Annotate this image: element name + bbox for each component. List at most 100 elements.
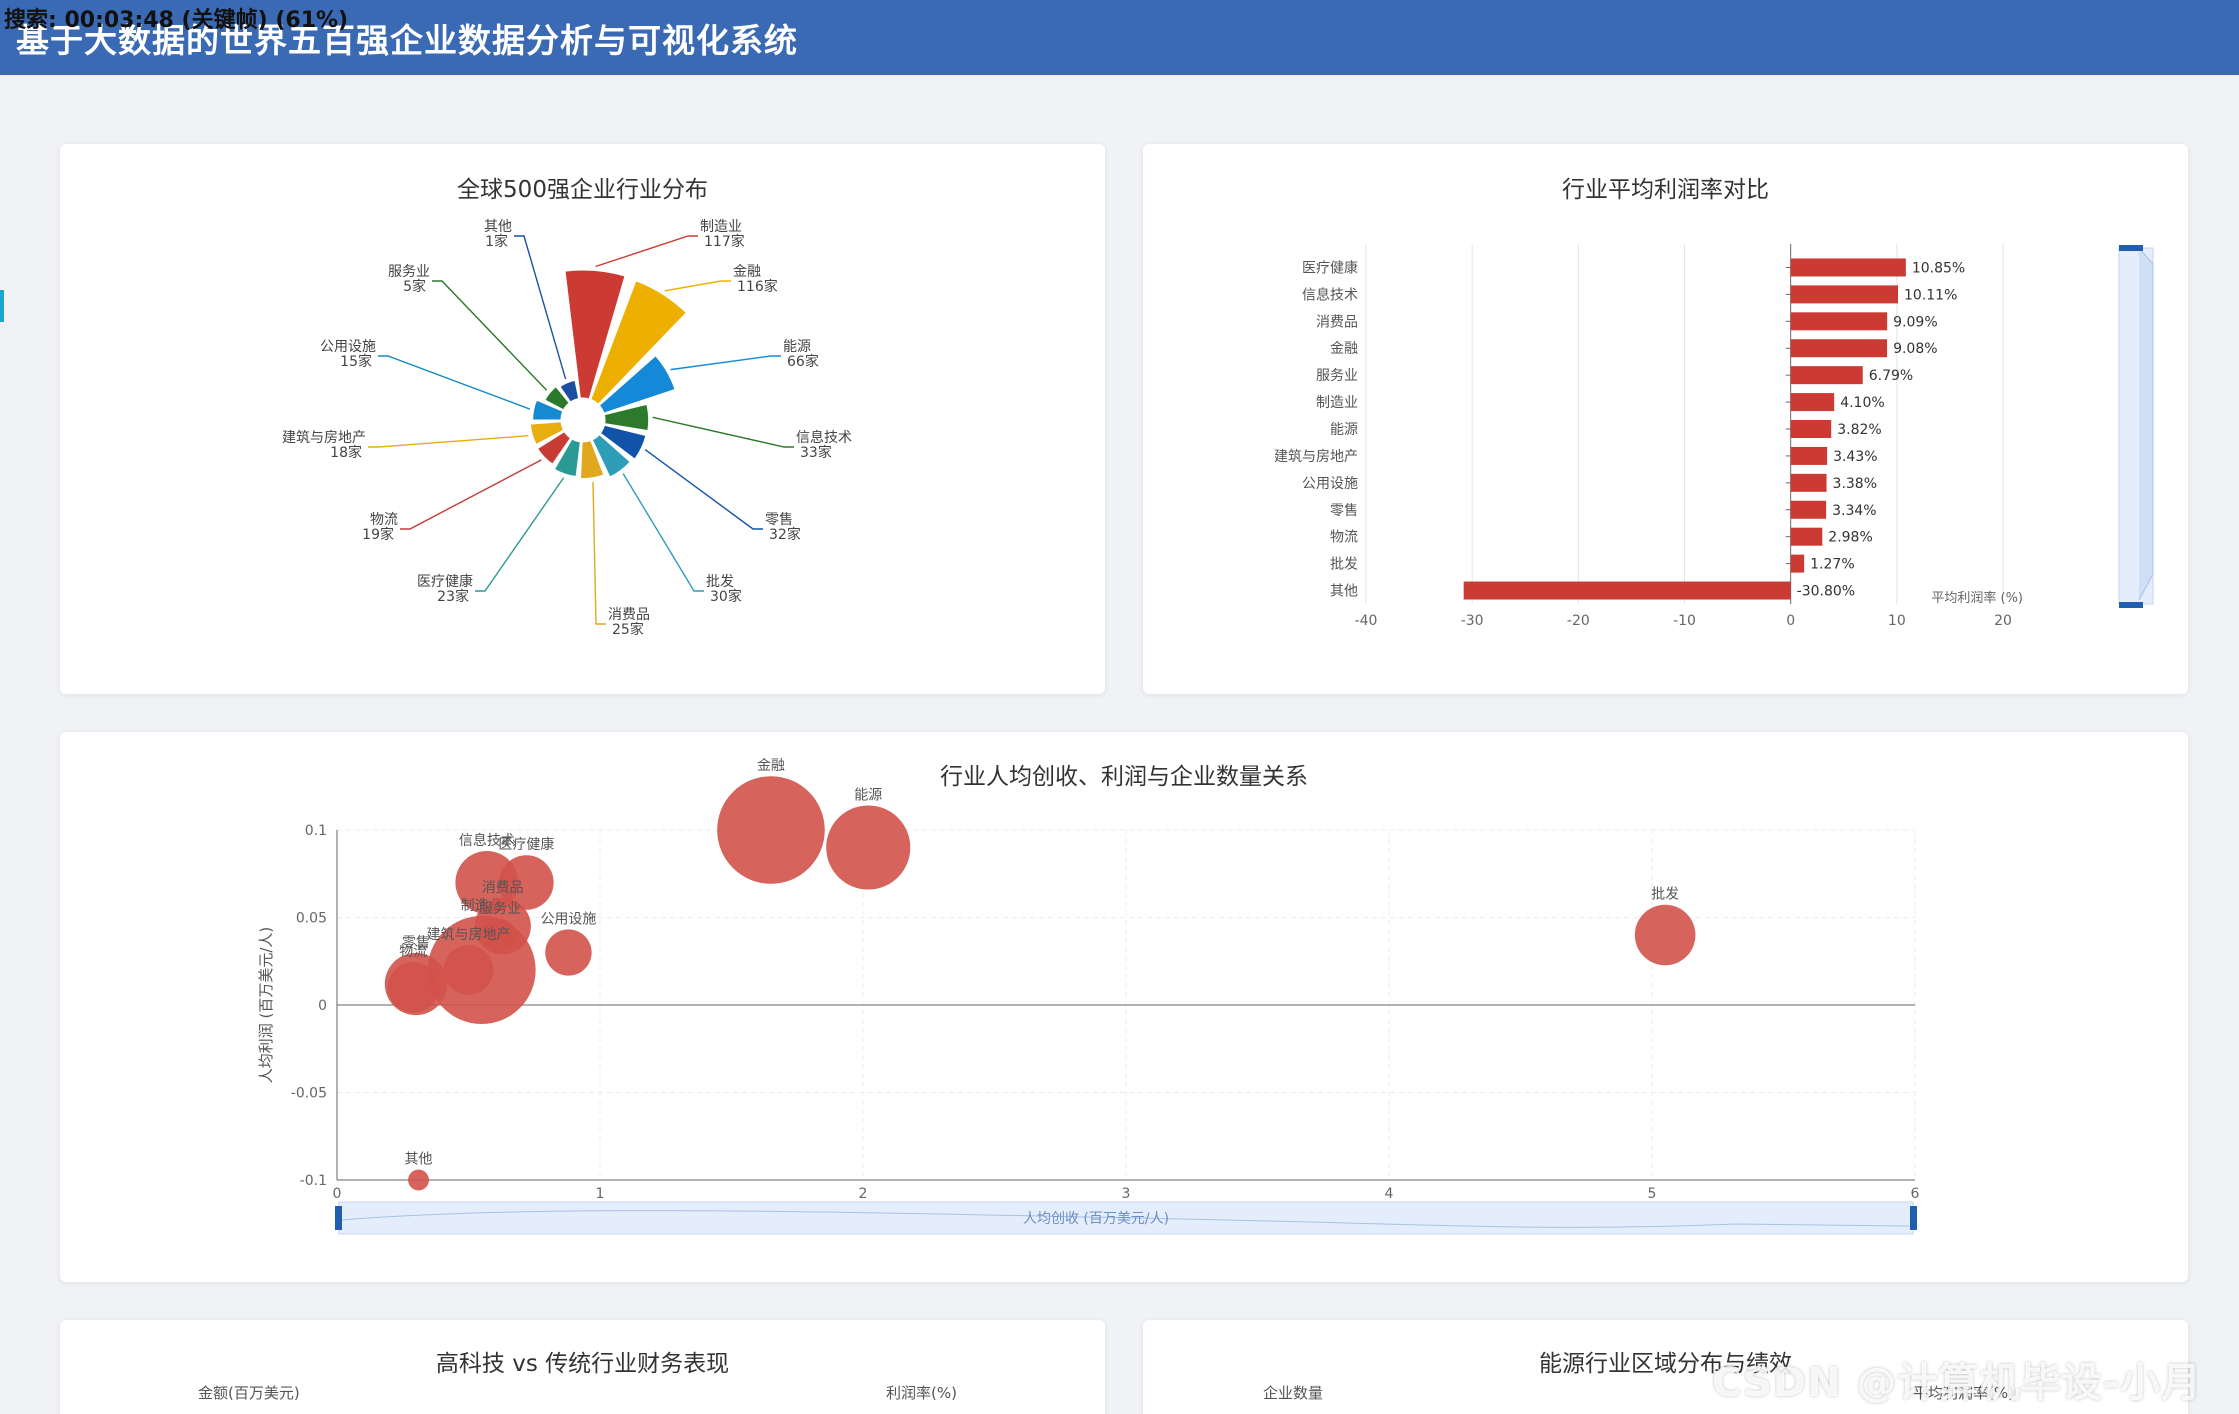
side-collapse-handle[interactable] (0, 290, 4, 322)
bar-服务业[interactable] (1790, 366, 1863, 385)
bubble-label: 批发 (1651, 887, 1679, 903)
rose-slice-服务业[interactable] (544, 386, 570, 411)
energy-right-axis-label: 平均利润率(%) (1913, 1384, 2014, 1402)
rose-leader-line (652, 416, 794, 448)
bar-zoom-handle-bottom[interactable] (2119, 602, 2143, 608)
bubble-label: 其他 (405, 1152, 433, 1168)
rose-label-name: 零售 (765, 512, 793, 528)
bubble-chart[interactable]: 0 1 2 3 4 5 6 0.1 0.05 0 -0.05 -0.1 人均利润 (百万美元/人) 金融能… (60, 732, 2188, 1282)
rose-slice-医疗健康[interactable] (553, 438, 581, 478)
bar-建筑与房地产[interactable] (1790, 446, 1828, 465)
rose-label-name: 批发 (706, 574, 734, 590)
bar-category-label: 物流 (1330, 530, 1358, 546)
bar-value-label: 3.82% (1837, 422, 1881, 438)
bubble-label: 建筑与房地产 (427, 927, 511, 943)
bar-物流[interactable] (1790, 527, 1823, 546)
rose-leader-line (368, 435, 529, 448)
rose-leader-line (514, 235, 567, 380)
bar-制造业[interactable] (1790, 393, 1835, 412)
bar-category-label: 消费品 (1316, 314, 1358, 330)
energy-chart-title: 能源行业区域分布与绩效 (1539, 1351, 1792, 1377)
bar-value-label: 9.08% (1893, 341, 1937, 357)
bubble-chart-card: 行业人均创收、利润与企业数量关系 0 1 2 3 4 5 6 0.1 0.05 0 -0.05 -0.… (60, 732, 2188, 1282)
bubble-x-tick: 5 (1648, 1186, 1657, 1202)
bar-zoom-handle-top[interactable] (2119, 245, 2143, 251)
bubble-能源[interactable] (826, 805, 911, 890)
rose-leader-line (644, 448, 763, 530)
rose-label-value: 1家 (485, 233, 508, 250)
rose-slice-批发[interactable] (591, 433, 631, 478)
bar-医疗健康[interactable] (1790, 258, 1906, 277)
bubble-公用设施[interactable] (545, 929, 592, 976)
bar-category-label: 公用设施 (1302, 476, 1358, 492)
rose-label-name: 物流 (370, 512, 398, 528)
rose-chart[interactable]: 制造业117家金融116家能源66家信息技术33家零售32家批发30家消费品25… (60, 144, 1105, 694)
bar-category-label: 批发 (1330, 557, 1358, 573)
page-title: 基于大数据的世界五百强企业数据分析与可视化系统 (16, 21, 798, 60)
rose-label-name: 建筑与房地产 (282, 430, 366, 446)
rose-slice-能源[interactable] (598, 355, 676, 414)
bar-金融[interactable] (1790, 339, 1888, 358)
bar-消费品[interactable] (1790, 312, 1888, 331)
bar-批发[interactable] (1790, 554, 1805, 573)
bubble-医疗健康[interactable] (499, 855, 554, 910)
bubble-zoom-curve (340, 1210, 1910, 1228)
bubble-y-tick: 0 (318, 998, 327, 1014)
rose-leader-line (592, 481, 606, 625)
rose-label-value: 32家 (769, 526, 801, 543)
bar-category-label: 建筑与房地产 (1274, 449, 1358, 465)
rose-label-name: 其他 (484, 219, 512, 235)
bar-其他[interactable] (1463, 581, 1791, 600)
bar-value-label: 2.98% (1828, 530, 1872, 546)
bar-x-tick: 10 (1888, 613, 1906, 629)
bar-value-label: 9.09% (1893, 314, 1937, 330)
bubble-x-tick: 1 (596, 1186, 605, 1202)
rose-slice-建筑与房地产[interactable] (529, 421, 565, 446)
rose-label-name: 能源 (783, 339, 811, 355)
rose-label-name: 金融 (733, 264, 761, 280)
rose-slice-物流[interactable] (536, 431, 572, 465)
rose-label-value: 23家 (437, 588, 469, 605)
rose-slice-零售[interactable] (599, 424, 647, 460)
rose-leader-line (400, 459, 542, 530)
bar-chart-title: 行业平均利润率对比 (1562, 177, 1769, 203)
rose-label-value: 15家 (340, 353, 372, 370)
bubble-x-tick: 2 (859, 1186, 868, 1202)
bubble-label: 信息技术 (459, 832, 515, 849)
bubble-建筑与房地产[interactable] (443, 945, 494, 995)
rose-slice-其他[interactable] (559, 379, 580, 403)
bar-value-label: -30.80% (1797, 584, 1855, 600)
rose-slice-金融[interactable] (590, 280, 688, 405)
bar-公用设施[interactable] (1790, 473, 1827, 492)
energy-region-card: 能源行业区域分布与绩效 企业数量 平均利润率(%) (1143, 1320, 2188, 1414)
rose-slice-信息技术[interactable] (603, 403, 650, 432)
rose-slice-消费品[interactable] (580, 439, 605, 480)
profit-margin-card: 行业平均利润率对比 -40 -30 -20 -10 0 10 20 医疗健康 10.85% 信息技… (1143, 144, 2188, 694)
bubble-金融[interactable] (717, 776, 825, 884)
bar-x-tick: 0 (1786, 613, 1795, 629)
watermark: CSDN @计算机毕设-小月哥 (1712, 1360, 2203, 1406)
bubble-其他[interactable] (408, 1169, 429, 1191)
bubble-批发[interactable] (1634, 904, 1696, 966)
bar-value-label: 6.79% (1869, 368, 1913, 384)
bubble-x-tick: 6 (1911, 1186, 1920, 1202)
bubble-物流[interactable] (387, 962, 439, 1013)
bar-category-label: 零售 (1330, 503, 1358, 519)
bar-zoom-fill (2138, 247, 2154, 601)
bubble-label: 消费品 (482, 880, 524, 896)
bubble-zoom-handle-right[interactable] (1910, 1206, 1917, 1230)
bubble-y-axis-label: 人均利润 (百万美元/人) (257, 927, 275, 1084)
bar-信息技术[interactable] (1790, 285, 1899, 304)
bubble-服务业[interactable] (484, 919, 516, 951)
rose-slice-公用设施[interactable] (532, 399, 564, 421)
bar-零售[interactable] (1790, 500, 1827, 519)
bubble-zoom-handle-left[interactable] (335, 1206, 342, 1230)
bar-x-tick: -40 (1355, 613, 1378, 629)
rose-leader-line (622, 473, 704, 592)
bar-chart[interactable]: -40 -30 -20 -10 0 10 20 医疗健康 10.85% 信息技术 10.11% 消费品… (1143, 144, 2188, 694)
rose-slice-制造业[interactable] (564, 269, 626, 400)
bar-axis-label: 平均利润率 (%) (1931, 590, 2023, 606)
bubble-x-tick: 3 (1122, 1186, 1131, 1202)
bar-category-label: 金融 (1330, 341, 1358, 357)
bar-能源[interactable] (1790, 420, 1832, 438)
